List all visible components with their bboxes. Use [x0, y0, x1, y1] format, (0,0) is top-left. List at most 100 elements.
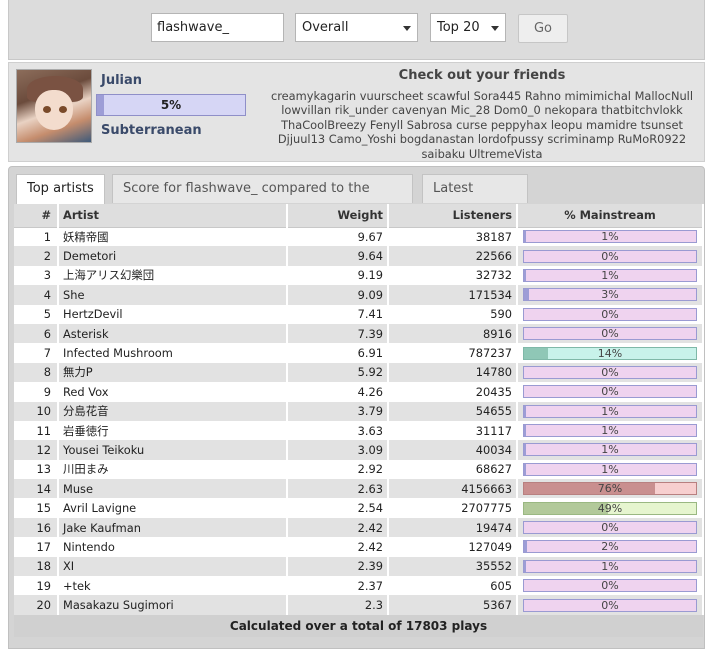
mainstream-bar-fill	[524, 231, 526, 243]
row-weight: 2.63	[287, 479, 389, 499]
limit-select-value: Top 20	[437, 20, 480, 35]
col-header-mainstream[interactable]: % Mainstream	[517, 204, 704, 228]
avatar-face	[35, 90, 73, 130]
row-listeners: 20435	[388, 382, 518, 402]
table-row: 5 HertzDevil 7.41 590 0%	[14, 304, 704, 324]
mainstream-bar-label: 1%	[601, 268, 619, 282]
table-header-row: # Artist Weight Listeners % Mainstream	[14, 204, 704, 228]
row-listeners: 605	[388, 576, 518, 596]
limit-select[interactable]: Top 20	[430, 13, 506, 42]
row-weight: 5.92	[287, 362, 389, 383]
row-rank: 3	[14, 265, 59, 286]
row-rank: 16	[14, 517, 59, 538]
row-mainstream: 1%	[517, 459, 704, 480]
row-artist[interactable]: 川田まみ	[58, 459, 288, 480]
chevron-down-icon	[403, 26, 411, 31]
row-weight: 9.64	[287, 246, 389, 266]
mainstream-bar-fill	[524, 405, 526, 417]
row-artist[interactable]: Masakazu Sugimori	[58, 595, 288, 615]
row-rank: 10	[14, 401, 59, 421]
row-mainstream: 0%	[517, 595, 704, 615]
row-weight: 9.67	[287, 227, 389, 247]
go-button[interactable]: Go	[518, 14, 568, 43]
row-artist[interactable]: 妖精帝國	[58, 227, 288, 247]
mainstream-bar-label: 0%	[601, 365, 619, 379]
table-row: 2 Demetori 9.64 22566 0%	[14, 246, 704, 266]
row-listeners: 22566	[388, 246, 518, 266]
period-select[interactable]: Overall	[295, 13, 418, 42]
row-mainstream: 0%	[517, 517, 704, 538]
row-listeners: 4156663	[388, 479, 518, 499]
table-row: 10 分島花音 3.79 54655 1%	[14, 401, 704, 421]
row-artist[interactable]: Avril Lavigne	[58, 498, 288, 518]
tab-top-artists[interactable]: Top artists	[16, 174, 105, 204]
table-row: 14 Muse 2.63 4156663 76%	[14, 479, 704, 499]
table-row: 13 川田まみ 2.92 68627 1%	[14, 459, 704, 480]
mainstream-bar-label: 0%	[601, 598, 619, 612]
row-artist[interactable]: 上海アリス幻樂団	[58, 265, 288, 286]
row-rank: 9	[14, 382, 59, 402]
row-mainstream: 14%	[517, 343, 704, 363]
mainstream-bar-label: 1%	[601, 559, 619, 573]
mainstream-bar: 76%	[523, 482, 697, 496]
mainstream-bar: 1%	[523, 559, 697, 573]
mainstream-bar: 1%	[523, 443, 697, 457]
tab-score-compared[interactable]: Score for flashwave_ compared to the cro…	[112, 174, 413, 223]
mainstream-bar: 1%	[523, 424, 697, 438]
col-header-rank[interactable]: #	[14, 204, 59, 228]
table-row: 6 Asterisk 7.39 8916 0%	[14, 323, 704, 344]
row-weight: 7.39	[287, 323, 389, 344]
mainstream-bar: 1%	[523, 268, 697, 282]
row-rank: 6	[14, 323, 59, 344]
row-rank: 20	[14, 595, 59, 615]
username-input[interactable]	[151, 13, 284, 42]
col-header-weight[interactable]: Weight	[287, 204, 389, 228]
mainstream-bar: 1%	[523, 230, 697, 244]
mainstream-bar-label: 1%	[601, 404, 619, 418]
row-artist[interactable]: XI	[58, 556, 288, 577]
row-artist[interactable]: Red Vox	[58, 382, 288, 402]
row-mainstream: 1%	[517, 265, 704, 286]
row-artist[interactable]: Yousei Teikoku	[58, 440, 288, 460]
row-weight: 2.54	[287, 498, 389, 518]
row-listeners: 5367	[388, 595, 518, 615]
col-header-listeners[interactable]: Listeners	[388, 204, 518, 228]
row-artist[interactable]: Demetori	[58, 246, 288, 266]
table-row: 15 Avril Lavigne 2.54 2707775 49%	[14, 498, 704, 518]
row-mainstream: 0%	[517, 382, 704, 402]
row-artist[interactable]: 無力P	[58, 362, 288, 383]
friends-list[interactable]: creamykagarin vuurscheet scawful Sora445…	[270, 89, 694, 161]
mainstream-bar-label: 1%	[601, 424, 619, 438]
row-rank: 8	[14, 362, 59, 383]
table-row: 12 Yousei Teikoku 3.09 40034 1%	[14, 440, 704, 460]
mainstream-bar-fill	[524, 560, 526, 572]
row-artist[interactable]: Muse	[58, 479, 288, 499]
table-row: 3 上海アリス幻樂団 9.19 32732 1%	[14, 265, 704, 286]
row-weight: 9.09	[287, 285, 389, 305]
col-header-artist[interactable]: Artist	[58, 204, 288, 228]
row-artist[interactable]: 分島花音	[58, 401, 288, 421]
tab-latest-scores[interactable]: Latest scores	[422, 174, 528, 223]
profile-username: Julian	[101, 73, 143, 88]
row-mainstream: 1%	[517, 227, 704, 247]
row-listeners: 38187	[388, 227, 518, 247]
row-mainstream: 76%	[517, 479, 704, 499]
mainstream-percent: 5%	[160, 98, 182, 112]
row-artist[interactable]: Nintendo	[58, 537, 288, 557]
friends-title: Check out your friends	[398, 68, 566, 83]
row-weight: 2.37	[287, 576, 389, 596]
row-weight: 4.26	[287, 382, 389, 402]
mainstream-rank: Subterranean	[101, 123, 202, 138]
row-artist[interactable]: Asterisk	[58, 323, 288, 344]
row-artist[interactable]: HertzDevil	[58, 304, 288, 324]
row-artist[interactable]: Jake Kaufman	[58, 517, 288, 538]
total-plays-summary: Calculated over a total of 17803 plays	[14, 614, 703, 637]
row-listeners: 19474	[388, 517, 518, 538]
row-artist[interactable]: 岩垂徳行	[58, 420, 288, 441]
row-listeners: 40034	[388, 440, 518, 460]
row-artist[interactable]: She	[58, 285, 288, 305]
row-artist[interactable]: Infected Mushroom	[58, 343, 288, 363]
mainstream-bar: 0%	[523, 521, 697, 535]
mainstream-bar: 0%	[523, 365, 697, 379]
row-artist[interactable]: +tek	[58, 576, 288, 596]
